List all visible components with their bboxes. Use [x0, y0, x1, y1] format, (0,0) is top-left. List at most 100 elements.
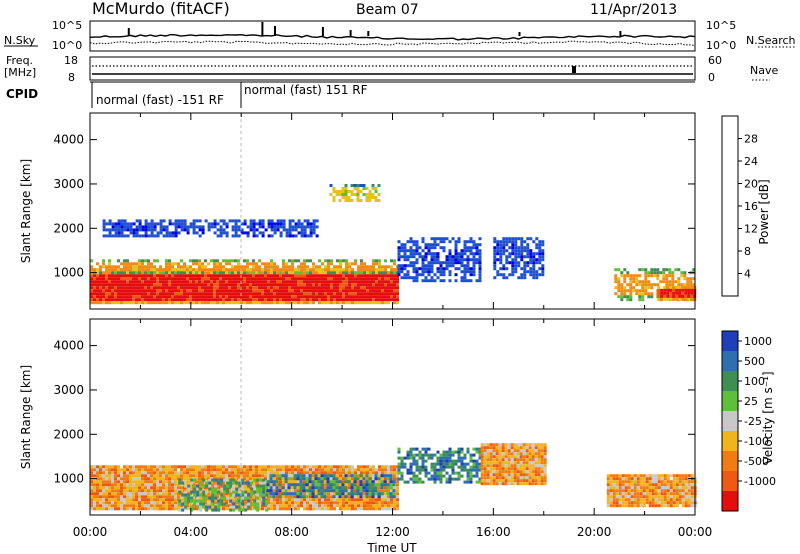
range-cell	[306, 268, 309, 272]
range-cell	[132, 495, 135, 499]
range-cell	[225, 259, 228, 263]
range-cell	[360, 274, 363, 278]
range-cell	[183, 486, 186, 490]
range-cell	[150, 262, 153, 266]
range-cell	[672, 297, 676, 301]
range-cell	[171, 271, 174, 275]
range-cell	[262, 484, 266, 488]
range-cell	[279, 501, 282, 505]
range-cell	[228, 471, 231, 475]
range-cell	[96, 289, 99, 293]
range-cell	[351, 289, 354, 293]
range-cell	[535, 276, 539, 280]
range-cell	[216, 234, 220, 238]
range-cell	[318, 289, 321, 293]
range-cell	[312, 474, 315, 478]
range-cell	[204, 298, 207, 302]
range-cell	[514, 249, 518, 253]
range-cell	[150, 465, 153, 469]
range-cell	[297, 271, 300, 275]
range-cell	[339, 292, 342, 296]
range-cell	[451, 471, 455, 475]
range-cell	[183, 228, 187, 232]
range-cell	[135, 262, 138, 266]
noise-left-tick-top: 10^5	[52, 19, 82, 32]
range-cell	[532, 273, 536, 277]
range-cell	[393, 295, 396, 299]
range-cell	[198, 301, 201, 305]
range-cell	[460, 255, 464, 259]
range-cell	[448, 447, 452, 451]
range-cell	[305, 495, 309, 499]
range-cell	[478, 237, 482, 241]
range-cell	[294, 471, 297, 475]
range-cell	[315, 219, 319, 223]
range-cell	[174, 277, 177, 281]
range-cell	[387, 501, 390, 505]
range-cell	[135, 483, 138, 487]
range-cell	[241, 508, 245, 512]
colorbar-tick-label: 24	[744, 155, 758, 168]
range-cell	[508, 252, 512, 256]
range-cell	[472, 273, 476, 277]
range-cell	[381, 495, 384, 499]
range-cell	[363, 468, 366, 472]
range-cell	[366, 265, 369, 269]
range-cell	[138, 274, 141, 278]
range-cell	[342, 286, 345, 290]
range-cell	[483, 473, 487, 477]
range-cell	[252, 280, 255, 284]
range-cell	[262, 490, 266, 494]
range-cell	[162, 286, 165, 290]
range-cell	[369, 289, 372, 293]
range-cell	[279, 222, 283, 226]
range-cell	[192, 465, 195, 469]
range-cell	[261, 507, 264, 511]
range-cell	[360, 477, 363, 481]
range-cell	[412, 462, 416, 466]
range-cell	[255, 465, 258, 469]
range-cell	[156, 277, 159, 281]
range-cell	[378, 486, 381, 490]
range-cell	[282, 277, 285, 281]
range-cell	[375, 277, 378, 281]
range-cell	[502, 249, 506, 253]
range-cell	[291, 289, 294, 293]
range-cell	[478, 273, 482, 277]
range-cell	[213, 225, 217, 229]
range-cell	[366, 271, 369, 275]
range-cell	[393, 259, 396, 263]
range-cell	[496, 273, 500, 277]
range-cell	[463, 264, 467, 268]
range-cell	[258, 271, 261, 275]
range-cell	[147, 286, 150, 290]
range-cell	[299, 492, 303, 496]
range-cell	[132, 486, 135, 490]
range-cell	[433, 252, 437, 256]
range-cell	[258, 471, 261, 475]
range-cell	[222, 259, 225, 263]
range-cell	[294, 292, 297, 296]
range-cell	[321, 301, 324, 305]
range-cell	[141, 492, 144, 496]
range-cell	[375, 280, 378, 284]
range-cell	[312, 265, 315, 269]
range-cell	[360, 280, 363, 284]
range-cell	[102, 289, 105, 293]
range-cell	[217, 481, 221, 485]
range-cell	[315, 471, 318, 475]
range-cell	[350, 492, 354, 496]
range-cell	[168, 231, 172, 235]
range-cell	[368, 196, 372, 199]
range-cell	[338, 190, 342, 193]
range-cell	[210, 480, 213, 484]
range-cell	[514, 264, 518, 268]
range-cell	[198, 259, 201, 263]
range-cell	[228, 268, 231, 272]
range-cell	[345, 504, 348, 508]
range-cell	[486, 446, 490, 450]
range-cell	[495, 473, 499, 477]
range-cell	[126, 271, 129, 275]
range-cell	[184, 505, 188, 509]
range-cell	[234, 234, 238, 238]
